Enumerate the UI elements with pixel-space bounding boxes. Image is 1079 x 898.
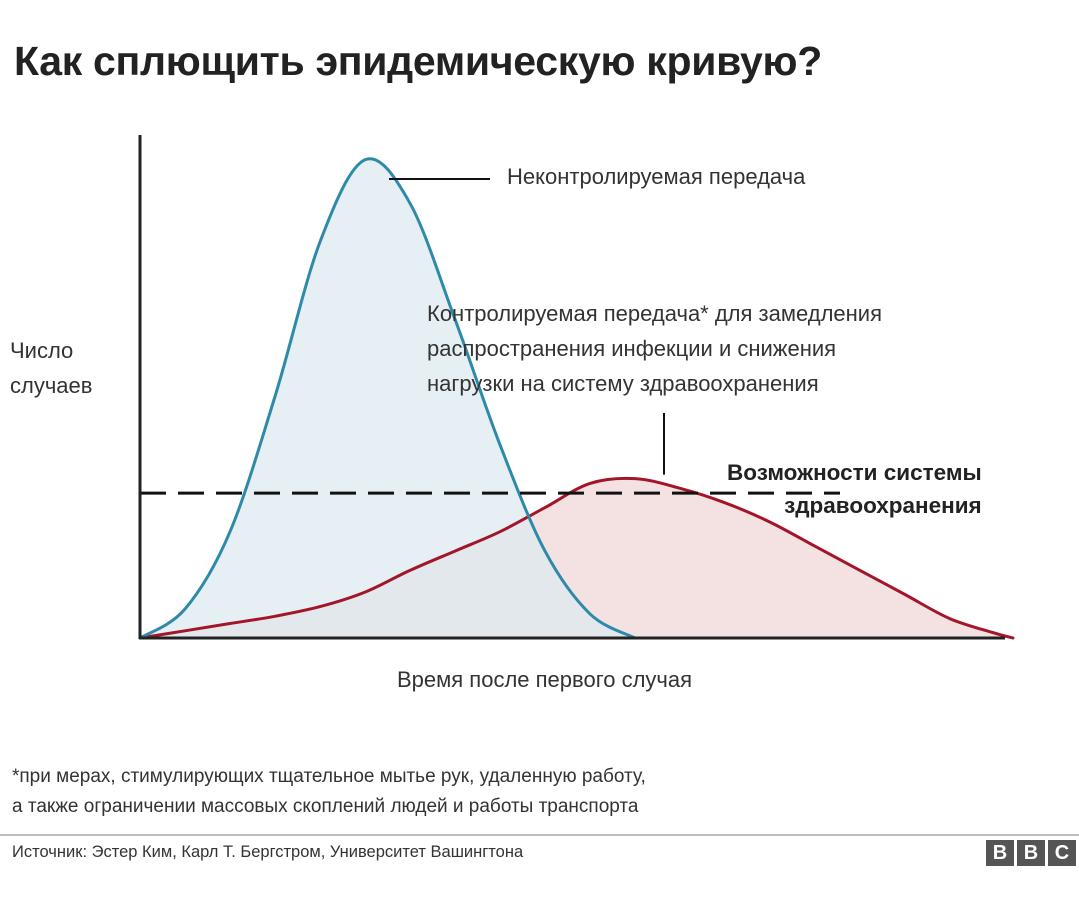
- capacity-label: Возможности системы здравоохранения: [727, 456, 982, 522]
- series-line-1: [138, 157, 637, 640]
- x-axis-label: Время после первого случая: [397, 667, 693, 692]
- source-text: Источник: Эстер Ким, Карл Т. Бергстром, …: [12, 843, 524, 861]
- series-line-2: [138, 476, 1015, 640]
- y-axis-label-line-1: Число: [10, 338, 74, 363]
- chart-title: Как сплющить эпидемическую кривую?: [14, 38, 822, 84]
- bbc-logo: B B C: [986, 840, 1076, 866]
- controlled-annotation-line-2: распространения инфекции и снижения: [427, 336, 837, 361]
- y-axis-label: Число случаев: [10, 333, 92, 403]
- y-axis-label-line-2: случаев: [10, 373, 93, 398]
- capacity-label-line-2: здравоохранения: [784, 493, 982, 518]
- series-area-1: [140, 158, 635, 638]
- footnote: *при мерах, стимулирующих тщательное мыт…: [12, 762, 646, 822]
- uncontrolled-annotation: Неконтролируемая передача: [507, 164, 806, 189]
- controlled-annotation: Контролируемая передача* для замедления …: [427, 296, 882, 401]
- bbc-logo-letter-2: B: [1017, 840, 1045, 866]
- footer-divider: [0, 834, 1079, 836]
- footnote-line-1: *при мерах, стимулирующих тщательное мыт…: [12, 766, 646, 787]
- bbc-logo-letter-1: B: [986, 840, 1014, 866]
- footnote-line-2: а также ограничении массовых скоплений л…: [12, 796, 639, 817]
- controlled-annotation-line-1: Контролируемая передача* для замедления: [427, 301, 883, 326]
- controlled-annotation-line-3: нагрузки на систему здравоохранения: [427, 371, 819, 396]
- bbc-logo-letter-3: C: [1048, 840, 1076, 866]
- capacity-label-line-1: Возможности системы: [727, 460, 982, 485]
